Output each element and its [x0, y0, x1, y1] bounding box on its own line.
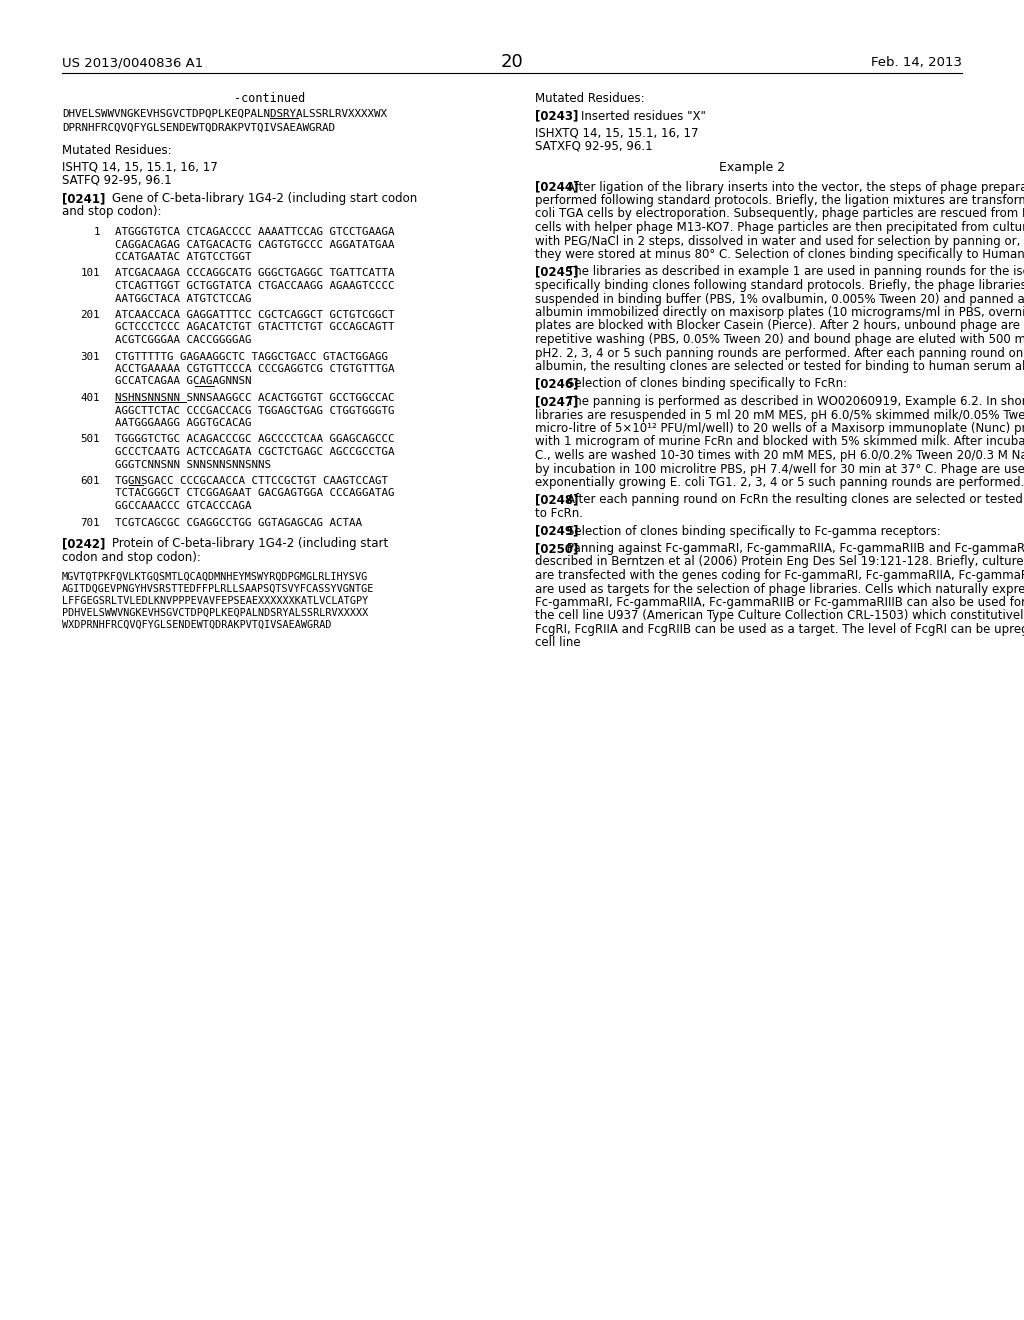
- Text: TGGGGTCTGC ACAGACCCGC AGCCCCTCAA GGAGCAGCCC: TGGGGTCTGC ACAGACCCGC AGCCCCTCAA GGAGCAG…: [115, 434, 394, 445]
- Text: CTCAGTTGGT GCTGGTATCA CTGACCAAGG AGAAGTCCCC: CTCAGTTGGT GCTGGTATCA CTGACCAAGG AGAAGTC…: [115, 281, 394, 290]
- Text: AGITDQGEVPNGYHVSRSTTEDFFPLRLLSAAPSQTSVYFCASSYVGNTGE: AGITDQGEVPNGYHVSRSTTEDFFPLRLLSAAPSQTSVYF…: [62, 583, 375, 594]
- Text: 701: 701: [81, 517, 100, 528]
- Text: ISHXTQ 14, 15, 15.1, 16, 17: ISHXTQ 14, 15, 15.1, 16, 17: [535, 125, 698, 139]
- Text: Example 2: Example 2: [719, 161, 785, 174]
- Text: coli TGA cells by electroporation. Subsequently, phage particles are rescued fro: coli TGA cells by electroporation. Subse…: [535, 207, 1024, 220]
- Text: NSHNSNNSNN SNNSAAGGCC ACACTGGTGT GCCTGGCCAC: NSHNSNNSNN SNNSAAGGCC ACACTGGTGT GCCTGGC…: [115, 393, 394, 403]
- Text: Mutated Residues:: Mutated Residues:: [62, 144, 172, 157]
- Text: Selection of clones binding specifically to FcRn:: Selection of clones binding specifically…: [566, 378, 847, 391]
- Text: described in Berntzen et al (2006) Protein Eng Des Sel 19:121-128. Briefly, cult: described in Berntzen et al (2006) Prote…: [535, 556, 1024, 569]
- Text: Panning against Fc-gammaRI, Fc-gammaRIIA, Fc-gammaRIIB and Fc-gammaRIIIB are per: Panning against Fc-gammaRI, Fc-gammaRIIA…: [566, 543, 1024, 554]
- Text: [0244]: [0244]: [535, 181, 579, 194]
- Text: are transfected with the genes coding for Fc-gammaRI, Fc-gammaRIIA, Fc-gammaRIIB: are transfected with the genes coding fo…: [535, 569, 1024, 582]
- Text: Inserted residues "X": Inserted residues "X": [581, 110, 706, 123]
- Text: specifically binding clones following standard protocols. Briefly, the phage lib: specifically binding clones following st…: [535, 279, 1024, 292]
- Text: GGCCAAACCC GTCACCCAGA: GGCCAAACCC GTCACCCAGA: [115, 502, 252, 511]
- Text: ACGTCGGGAA CACCGGGGAG: ACGTCGGGAA CACCGGGGAG: [115, 335, 252, 345]
- Text: repetitive washing (PBS, 0.05% Tween 20) and bound phage are eluted with 500 mM : repetitive washing (PBS, 0.05% Tween 20)…: [535, 333, 1024, 346]
- Text: AATGGGAAGG AGGTGCACAG: AATGGGAAGG AGGTGCACAG: [115, 418, 252, 428]
- Text: FcgRI, FcgRIIA and FcgRIIB can be used as a target. The level of FcgRI can be up: FcgRI, FcgRIIA and FcgRIIB can be used a…: [535, 623, 1024, 636]
- Text: Fc-gammaRI, Fc-gammaRIIA, Fc-gammaRIIB or Fc-gammaRIIIB can also be used for thi: Fc-gammaRI, Fc-gammaRIIA, Fc-gammaRIIB o…: [535, 597, 1024, 609]
- Text: 601: 601: [81, 477, 100, 486]
- Text: [0248]: [0248]: [535, 494, 579, 507]
- Text: PDHVELSWWVNGKEVHSGVCTDPQPLKEQPALNDSRYALSSRLRVXXXXX: PDHVELSWWVNGKEVHSGVCTDPQPLKEQPALNDSRYALS…: [62, 609, 369, 618]
- Text: CAGGACAGAG CATGACACTG CAGTGTGCCC AGGATATGAA: CAGGACAGAG CATGACACTG CAGTGTGCCC AGGATAT…: [115, 239, 394, 249]
- Text: DPRNHFRCQVQFYGLSENDEWTQDRAKPVTQIVSAEAWGRAD: DPRNHFRCQVQFYGLSENDEWTQDRAKPVTQIVSAEAWGR…: [62, 123, 335, 132]
- Text: GCTCCCTCCC AGACATCTGT GTACTTCTGT GCCAGCAGTT: GCTCCCTCCC AGACATCTGT GTACTTCTGT GCCAGCA…: [115, 322, 394, 333]
- Text: The libraries as described in example 1 are used in panning rounds for the isola: The libraries as described in example 1 …: [566, 265, 1024, 279]
- Text: AATGGCTACA ATGTCTCCAG: AATGGCTACA ATGTCTCCAG: [115, 293, 252, 304]
- Text: codon and stop codon):: codon and stop codon):: [62, 550, 201, 564]
- Text: ATCAACCACA GAGGATTTCC CGCTCAGGCT GCTGTCGGCT: ATCAACCACA GAGGATTTCC CGCTCAGGCT GCTGTCG…: [115, 310, 394, 319]
- Text: 101: 101: [81, 268, 100, 279]
- Text: cell line: cell line: [535, 636, 581, 649]
- Text: After each panning round on FcRn the resulting clones are selected or tested for: After each panning round on FcRn the res…: [566, 494, 1024, 507]
- Text: GGGTCNNSNN SNNSNNSNNSNNS: GGGTCNNSNN SNNSNNSNNSNNS: [115, 459, 271, 470]
- Text: TGGNSGACC CCCGCAACCA CTTCCGCTGT CAAGTCCAGT: TGGNSGACC CCCGCAACCA CTTCCGCTGT CAAGTCCA…: [115, 477, 388, 486]
- Text: Protein of C-beta-library 1G4-2 (including start: Protein of C-beta-library 1G4-2 (includi…: [112, 537, 388, 550]
- Text: The panning is performed as described in WO02060919, Example 6.2. In short, phag: The panning is performed as described in…: [566, 395, 1024, 408]
- Text: they were stored at minus 80° C. Selection of clones binding specifically to Hum: they were stored at minus 80° C. Selecti…: [535, 248, 1024, 261]
- Text: TCTACGGGCT CTCGGAGAAT GACGAGTGGA CCCAGGATAG: TCTACGGGCT CTCGGAGAAT GACGAGTGGA CCCAGGA…: [115, 488, 394, 499]
- Text: Mutated Residues:: Mutated Residues:: [535, 92, 645, 106]
- Text: albumin immobilized directly on maxisorp plates (10 micrograms/ml in PBS, overni: albumin immobilized directly on maxisorp…: [535, 306, 1024, 319]
- Text: 501: 501: [81, 434, 100, 445]
- Text: to FcRn.: to FcRn.: [535, 507, 583, 520]
- Text: DHVELSWWVNGKEVHSGVCTDPQPLKEQPALNDSRYALSSRLRVXXXXWX: DHVELSWWVNGKEVHSGVCTDPQPLKEQPALNDSRYALSS…: [62, 110, 387, 119]
- Text: 201: 201: [81, 310, 100, 319]
- Text: 20: 20: [501, 53, 523, 71]
- Text: 401: 401: [81, 393, 100, 403]
- Text: 1: 1: [93, 227, 100, 238]
- Text: -continued: -continued: [234, 92, 305, 106]
- Text: ISHTQ 14, 15, 15.1, 16, 17: ISHTQ 14, 15, 15.1, 16, 17: [62, 160, 218, 173]
- Text: MGVTQTPKFQVLKTGQSMTLQCAQDMNHEYMSWYRQDPGMGLRLIHYSVG: MGVTQTPKFQVLKTGQSMTLQCAQDMNHEYMSWYRQDPGM…: [62, 572, 369, 582]
- Text: WXDPRNHFRCQVQFYGLSENDEWTQDRAKPVTQIVSAEAWGRAD: WXDPRNHFRCQVQFYGLSENDEWTQDRAKPVTQIVSAEAW…: [62, 620, 332, 630]
- Text: micro-litre of 5×10¹² PFU/ml/well) to 20 wells of a Maxisorp immunoplate (Nunc) : micro-litre of 5×10¹² PFU/ml/well) to 20…: [535, 422, 1024, 436]
- Text: with PEG/NaCl in 2 steps, dissolved in water and used for selection by panning o: with PEG/NaCl in 2 steps, dissolved in w…: [535, 235, 1024, 248]
- Text: Selection of clones binding specifically to Fc-gamma receptors:: Selection of clones binding specifically…: [566, 524, 940, 537]
- Text: with 1 microgram of murine FcRn and blocked with 5% skimmed milk. After incubati: with 1 microgram of murine FcRn and bloc…: [535, 436, 1024, 449]
- Text: CCATGAATAC ATGTCCTGGT: CCATGAATAC ATGTCCTGGT: [115, 252, 252, 261]
- Text: GCCATCAGAA GCAGAGNNSN: GCCATCAGAA GCAGAGNNSN: [115, 376, 252, 387]
- Text: US 2013/0040836 A1: US 2013/0040836 A1: [62, 55, 203, 69]
- Text: AGGCTTCTAC CCCGACCACG TGGAGCTGAG CTGGTGGGTG: AGGCTTCTAC CCCGACCACG TGGAGCTGAG CTGGTGG…: [115, 405, 394, 416]
- Text: plates are blocked with Blocker Casein (Pierce). After 2 hours, unbound phage ar: plates are blocked with Blocker Casein (…: [535, 319, 1024, 333]
- Text: by incubation in 100 microlitre PBS, pH 7.4/well for 30 min at 37° C. Phage are : by incubation in 100 microlitre PBS, pH …: [535, 462, 1024, 475]
- Text: ATCGACAAGA CCCAGGCATG GGGCTGAGGC TGATTCATTA: ATCGACAAGA CCCAGGCATG GGGCTGAGGC TGATTCA…: [115, 268, 394, 279]
- Text: albumin, the resulting clones are selected or tested for binding to human serum : albumin, the resulting clones are select…: [535, 360, 1024, 374]
- Text: libraries are resuspended in 5 ml 20 mM MES, pH 6.0/5% skimmed milk/0.05% Tween : libraries are resuspended in 5 ml 20 mM …: [535, 408, 1024, 421]
- Text: cells with helper phage M13-KO7. Phage particles are then precipitated from cult: cells with helper phage M13-KO7. Phage p…: [535, 220, 1024, 234]
- Text: [0241]: [0241]: [62, 191, 105, 205]
- Text: TCGTCAGCGC CGAGGCCTGG GGTAGAGCAG ACTAA: TCGTCAGCGC CGAGGCCTGG GGTAGAGCAG ACTAA: [115, 517, 362, 528]
- Text: the cell line U937 (American Type Culture Collection CRL-1503) which constitutiv: the cell line U937 (American Type Cultur…: [535, 610, 1024, 623]
- Text: [0243]: [0243]: [535, 110, 579, 123]
- Text: [0247]: [0247]: [535, 395, 579, 408]
- Text: [0242]: [0242]: [62, 537, 105, 550]
- Text: LFFGEGSRLTVLEDLKNVPPPEVAVFEPSEAEXXXXXXKATLVCLATGPY: LFFGEGSRLTVLEDLKNVPPPEVAVFEPSEAEXXXXXXKA…: [62, 597, 369, 606]
- Text: are used as targets for the selection of phage libraries. Cells which naturally : are used as targets for the selection of…: [535, 582, 1024, 595]
- Text: ATGGGTGTCA CTCAGACCCC AAAATTCCAG GTCCTGAAGA: ATGGGTGTCA CTCAGACCCC AAAATTCCAG GTCCTGA…: [115, 227, 394, 238]
- Text: Feb. 14, 2013: Feb. 14, 2013: [871, 55, 962, 69]
- Text: SATXFQ 92-95, 96.1: SATXFQ 92-95, 96.1: [535, 140, 652, 153]
- Text: ACCTGAAAAA CGTGTTCCCA CCCGAGGTCG CTGTGTTTGA: ACCTGAAAAA CGTGTTCCCA CCCGAGGTCG CTGTGTT…: [115, 364, 394, 374]
- Text: CTGTTTTTG GAGAAGGCTC TAGGCTGACC GTACTGGAGG: CTGTTTTTG GAGAAGGCTC TAGGCTGACC GTACTGGA…: [115, 351, 388, 362]
- Text: [0245]: [0245]: [535, 265, 579, 279]
- Text: suspended in binding buffer (PBS, 1% ovalbumin, 0.005% Tween 20) and panned agai: suspended in binding buffer (PBS, 1% ova…: [535, 293, 1024, 305]
- Text: [0246]: [0246]: [535, 378, 579, 391]
- Text: Gene of C-beta-library 1G4-2 (including start codon: Gene of C-beta-library 1G4-2 (including …: [112, 191, 417, 205]
- Text: After ligation of the library inserts into the vector, the steps of phage prepar: After ligation of the library inserts in…: [566, 181, 1024, 194]
- Text: [0250]: [0250]: [535, 543, 579, 554]
- Text: C., wells are washed 10-30 times with 20 mM MES, pH 6.0/0.2% Tween 20/0.3 M NaCl: C., wells are washed 10-30 times with 20…: [535, 449, 1024, 462]
- Text: exponentially growing E. coli TG1. 2, 3, 4 or 5 such panning rounds are performe: exponentially growing E. coli TG1. 2, 3,…: [535, 477, 1024, 488]
- Text: performed following standard protocols. Briefly, the ligation mixtures are trans: performed following standard protocols. …: [535, 194, 1024, 207]
- Text: SATFQ 92-95, 96.1: SATFQ 92-95, 96.1: [62, 173, 172, 186]
- Text: [0249]: [0249]: [535, 524, 579, 537]
- Text: GCCCTCAATG ACTCCAGATA CGCTCTGAGC AGCCGCCTGA: GCCCTCAATG ACTCCAGATA CGCTCTGAGC AGCCGCC…: [115, 447, 394, 457]
- Text: and stop codon):: and stop codon):: [62, 206, 162, 219]
- Text: 301: 301: [81, 351, 100, 362]
- Text: pH2. 2, 3, 4 or 5 such panning rounds are performed. After each panning round on: pH2. 2, 3, 4 or 5 such panning rounds ar…: [535, 346, 1024, 359]
